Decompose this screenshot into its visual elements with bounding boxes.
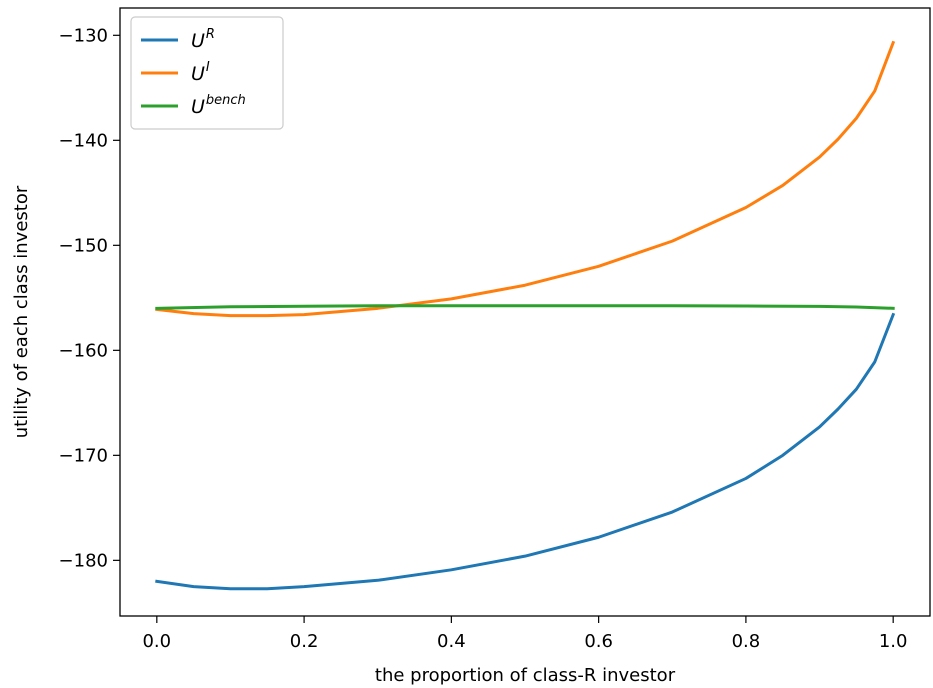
legend-entry-base: U bbox=[191, 63, 205, 85]
legend-entry: UI bbox=[191, 60, 210, 85]
legend-entry-superscript: R bbox=[206, 27, 215, 42]
y-axis: −130 −140 −150 −160 −170 −180 bbox=[59, 25, 120, 571]
plot-area bbox=[155, 40, 896, 591]
x-axis-label: the proportion of class-R investor bbox=[375, 665, 676, 686]
y-tick-label: −150 bbox=[59, 235, 108, 256]
x-tick-label: 0.6 bbox=[584, 631, 613, 652]
x-axis: 0.0 0.2 0.4 0.6 0.8 1.0 bbox=[142, 616, 908, 652]
legend-entry-base: U bbox=[191, 96, 205, 118]
legend-entry-base: U bbox=[191, 30, 205, 52]
x-tick-label: 0.4 bbox=[437, 631, 466, 652]
series-line-1 bbox=[155, 40, 896, 318]
legend-entry: Ubench bbox=[191, 93, 246, 118]
x-tick-label: 0.8 bbox=[732, 631, 761, 652]
y-tick-label: −140 bbox=[59, 130, 108, 151]
series-line-0 bbox=[155, 312, 896, 591]
x-tick-label: 1.0 bbox=[879, 631, 908, 652]
y-tick-label: −130 bbox=[59, 25, 108, 46]
series-line-2 bbox=[155, 304, 895, 310]
legend-box bbox=[130, 16, 284, 130]
x-tick-label: 0.0 bbox=[142, 631, 171, 652]
y-tick-label: −180 bbox=[59, 550, 108, 571]
legend-entry-superscript: I bbox=[206, 60, 210, 75]
y-axis-label: utility of each class investor bbox=[11, 185, 32, 438]
x-tick-label: 0.2 bbox=[290, 631, 319, 652]
y-tick-label: −160 bbox=[59, 340, 108, 361]
y-tick-label: −170 bbox=[59, 445, 108, 466]
legend-entry-superscript: bench bbox=[206, 93, 246, 108]
axes-frame bbox=[119, 7, 931, 617]
legend-entry: UR bbox=[191, 27, 215, 52]
